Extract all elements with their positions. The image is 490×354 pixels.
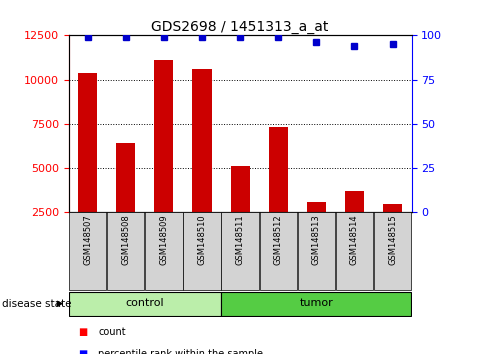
Text: GSM148514: GSM148514 (350, 215, 359, 266)
Bar (116, 143, 135, 212)
Text: tumor: tumor (299, 298, 333, 308)
Bar (345, 191, 364, 212)
Bar (336, 212, 373, 290)
Bar (183, 212, 220, 290)
Text: ■: ■ (78, 349, 88, 354)
Text: GSM148510: GSM148510 (197, 215, 206, 266)
Text: GSM148515: GSM148515 (388, 215, 397, 266)
Bar (69, 292, 220, 315)
Bar (221, 292, 411, 315)
Text: percentile rank within the sample: percentile rank within the sample (98, 349, 263, 354)
Bar (374, 212, 411, 290)
Text: GSM148512: GSM148512 (274, 215, 283, 266)
Bar (297, 212, 335, 290)
Text: GSM148511: GSM148511 (236, 215, 245, 266)
Bar (145, 212, 183, 290)
Bar (69, 212, 106, 290)
Text: count: count (98, 327, 125, 337)
Bar (307, 202, 326, 212)
Text: GSM148513: GSM148513 (312, 215, 321, 266)
Title: GDS2698 / 1451313_a_at: GDS2698 / 1451313_a_at (151, 21, 329, 34)
Bar (383, 204, 402, 212)
Text: GSM148507: GSM148507 (83, 215, 92, 266)
Text: disease state: disease state (2, 298, 72, 309)
Text: control: control (125, 298, 164, 308)
Text: ■: ■ (78, 327, 88, 337)
Bar (193, 69, 212, 212)
Text: GSM148508: GSM148508 (121, 215, 130, 266)
Text: GSM148509: GSM148509 (159, 215, 169, 266)
Bar (231, 166, 249, 212)
Bar (260, 212, 297, 290)
Bar (154, 60, 173, 212)
Bar (221, 212, 259, 290)
Bar (78, 73, 97, 212)
Bar (107, 212, 145, 290)
Bar (269, 127, 288, 212)
